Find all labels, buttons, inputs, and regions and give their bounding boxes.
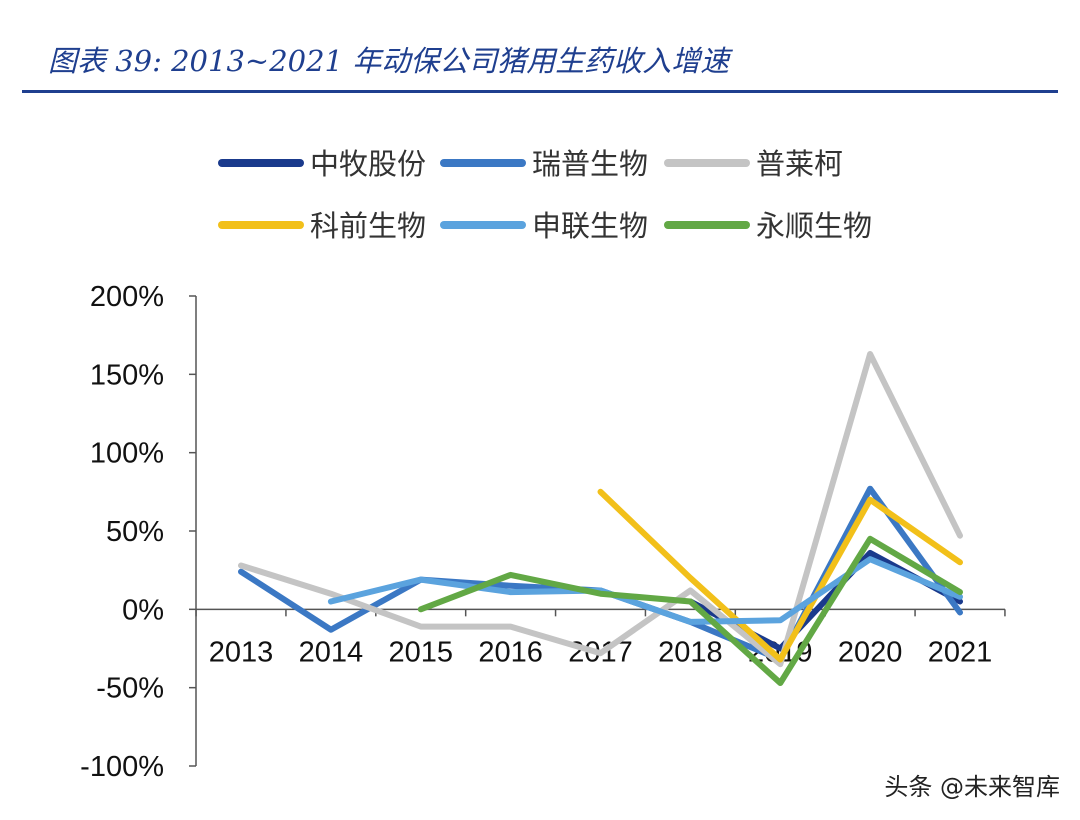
y-tick-label: -50%: [96, 673, 164, 705]
y-tick-label: 150%: [90, 359, 164, 391]
x-tick-label: 2014: [299, 636, 364, 668]
x-tick-label: 2021: [928, 636, 993, 668]
x-tick-label: 2013: [209, 636, 274, 668]
title-rule: [22, 90, 1058, 93]
x-tick-label: 2015: [388, 636, 453, 668]
x-tick-label: 2016: [478, 636, 543, 668]
legend-label-1: 中牧股份: [310, 147, 426, 181]
series-layer: [238, 351, 963, 686]
legend-label-4: 科前生物: [310, 209, 426, 243]
y-tick-label: -100%: [80, 751, 164, 783]
watermark: 头条 @未来智库: [884, 773, 1060, 801]
series-line-4: [597, 488, 963, 663]
y-tick-label: 50%: [106, 516, 164, 548]
y-tick-label: 200%: [90, 281, 164, 313]
x-tick-label: 2018: [658, 636, 723, 668]
axes: -100% -50% 0% 50% 100% 150% 200% 2013 2014 2015 20…: [80, 281, 1006, 783]
legend-label-5: 申联生物: [532, 209, 648, 243]
legend-label-2: 瑞普生物: [532, 147, 648, 181]
series-line-6: [417, 535, 963, 686]
y-tick-label: 0%: [122, 594, 164, 626]
series-line-3: [238, 351, 963, 668]
legend-label-6: 永顺生物: [756, 209, 872, 243]
legend-label-3: 普莱柯: [756, 147, 843, 181]
series-line-5: [327, 556, 963, 625]
x-tick-label: 2020: [838, 636, 903, 668]
chart-title: 图表 39: 2013~2021 年动保公司猪用生药收入增速: [48, 44, 730, 78]
y-tick-label: 100%: [90, 438, 164, 470]
